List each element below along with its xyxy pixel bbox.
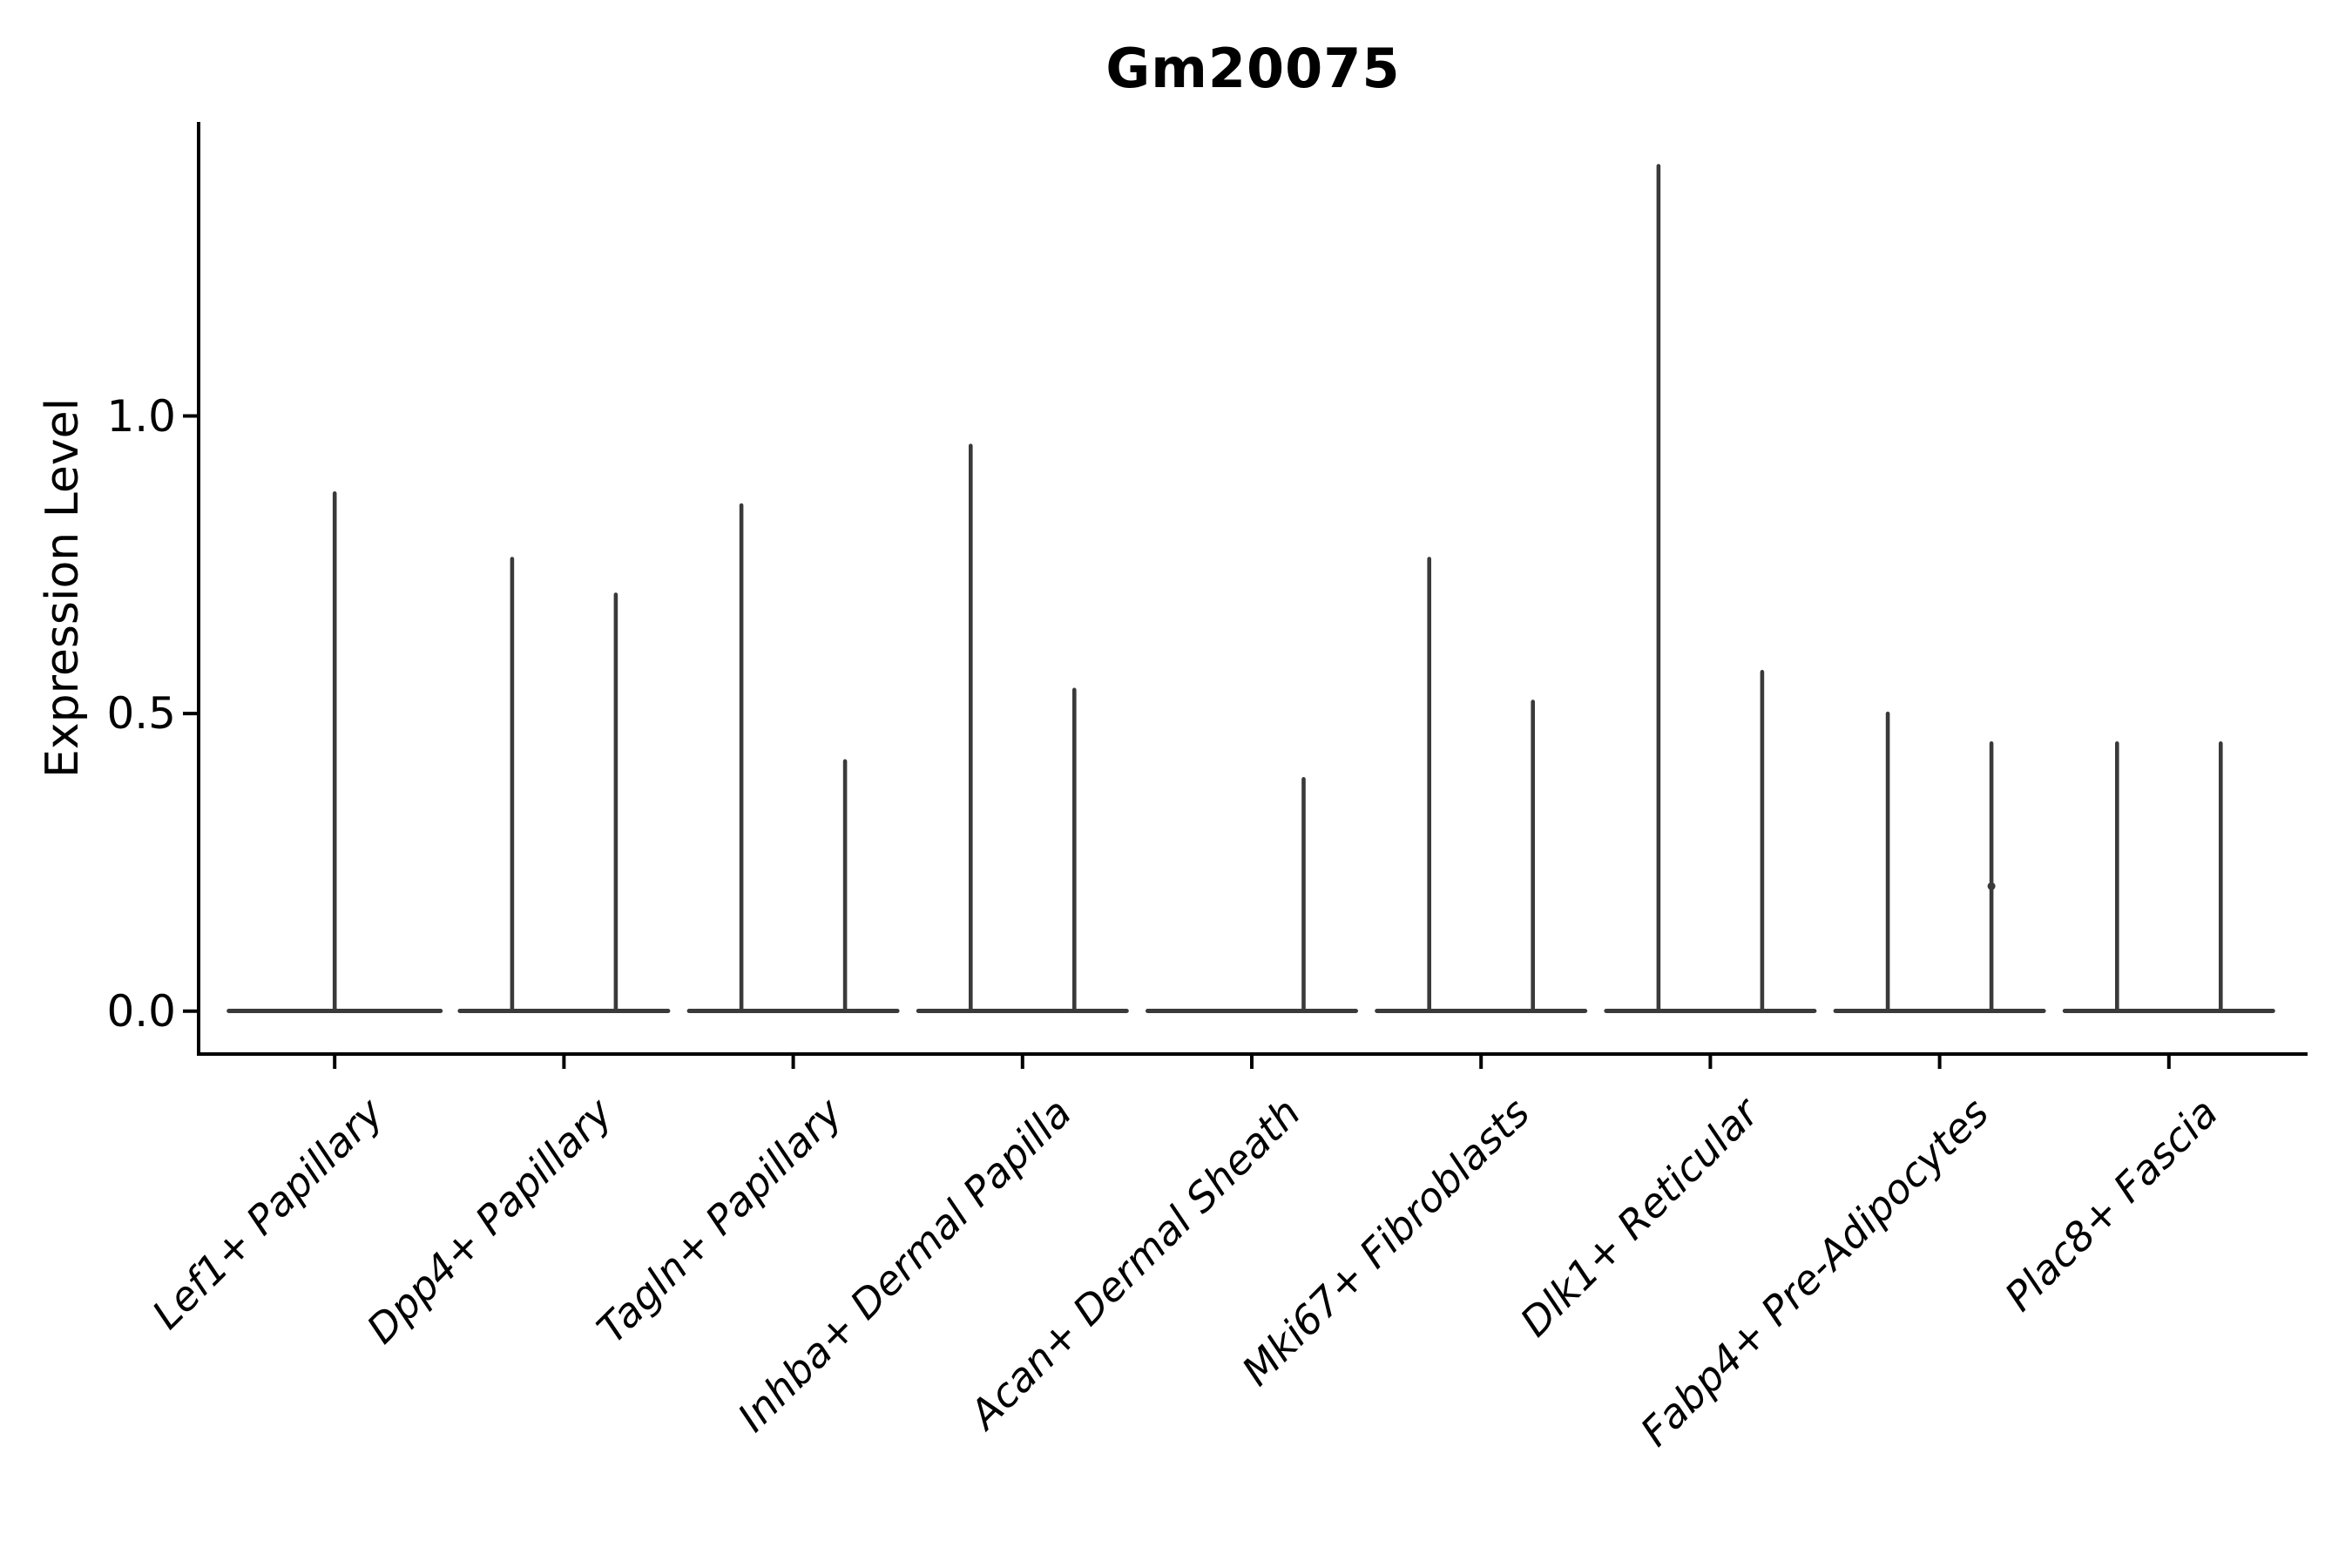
jitter-point-dot: [1987, 882, 1996, 890]
y-tick-label: 0.0: [106, 985, 176, 1037]
chart-title: Gm20075: [1105, 37, 1401, 100]
y-tick-label: 0.5: [106, 688, 176, 740]
y-tick-label: 1.0: [106, 390, 176, 442]
